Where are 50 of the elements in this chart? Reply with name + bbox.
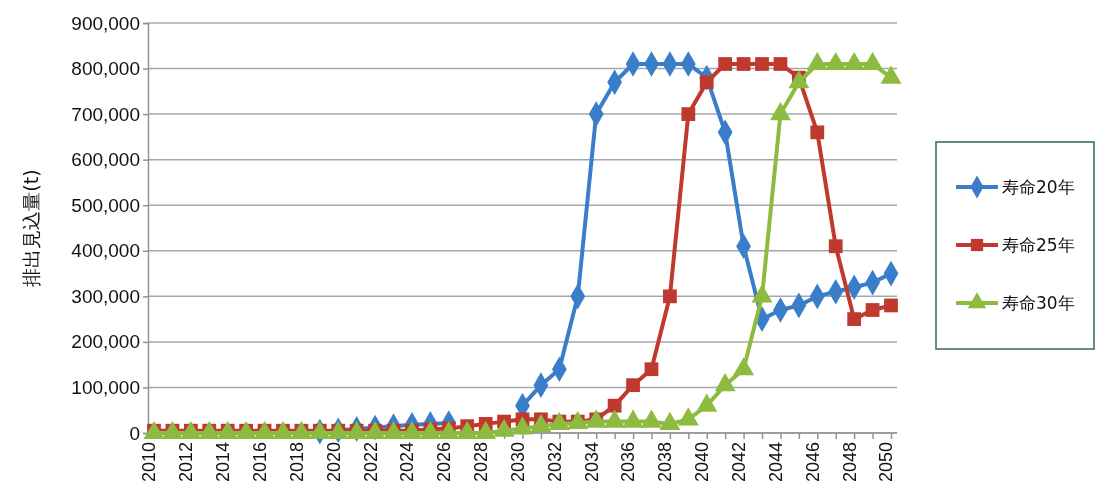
point [644, 362, 659, 377]
x-tick-label: 2040 [692, 442, 713, 483]
legend-label: 寿命30年 [1002, 293, 1075, 313]
x-tick-label: 2024 [397, 442, 418, 483]
y-tick-label: 300,000 [71, 285, 140, 307]
x-tick-label: 2034 [581, 442, 602, 483]
point [828, 239, 843, 254]
x-tick-label: 2044 [765, 442, 786, 483]
x-tick-label: 2050 [876, 442, 897, 483]
point [607, 398, 622, 413]
x-tick-label: 2018 [286, 442, 307, 483]
y-axis-title: 排出見込量(t) [20, 169, 42, 287]
x-tick-label: 2014 [213, 442, 234, 483]
y-tick-label: 700,000 [71, 103, 140, 125]
x-tick-label: 2046 [802, 442, 823, 483]
legend-label: 寿命20年 [1002, 177, 1075, 197]
point [773, 57, 788, 71]
x-tick-label: 2036 [618, 442, 639, 483]
x-tick-label: 2038 [655, 442, 676, 483]
x-tick-label: 2020 [323, 442, 344, 483]
point [681, 107, 696, 121]
y-tick-label: 800,000 [71, 58, 140, 80]
y-tick-label: 600,000 [71, 149, 140, 171]
point [736, 57, 751, 71]
x-tick-label: 2016 [249, 442, 270, 483]
legend-label: 寿命25年 [1002, 235, 1075, 255]
x-tick-label: 2028 [471, 442, 492, 483]
y-tick-label: 500,000 [71, 194, 140, 216]
point [699, 75, 714, 90]
x-tick-label: 2030 [507, 442, 528, 483]
y-tick-label: 100,000 [71, 377, 140, 399]
point [865, 303, 880, 317]
x-tick-label: 2042 [729, 442, 749, 483]
x-tick-label: 2012 [176, 442, 197, 483]
y-tick-label: 900,000 [71, 12, 140, 34]
x-tick-label: 2026 [434, 442, 455, 483]
x-tick-label: 2048 [839, 442, 860, 483]
point [847, 312, 862, 326]
point [718, 57, 733, 71]
point [663, 289, 677, 304]
point [755, 57, 769, 71]
y-tick-label: 0 [129, 422, 140, 444]
x-tick-label: 2032 [544, 442, 565, 483]
point [810, 125, 825, 140]
y-tick-label: 400,000 [71, 240, 140, 262]
point [884, 298, 898, 313]
x-tick-label: 2022 [360, 442, 381, 483]
point [626, 378, 640, 393]
x-tick-label: 2010 [139, 442, 160, 483]
y-tick-label: 200,000 [71, 331, 140, 353]
